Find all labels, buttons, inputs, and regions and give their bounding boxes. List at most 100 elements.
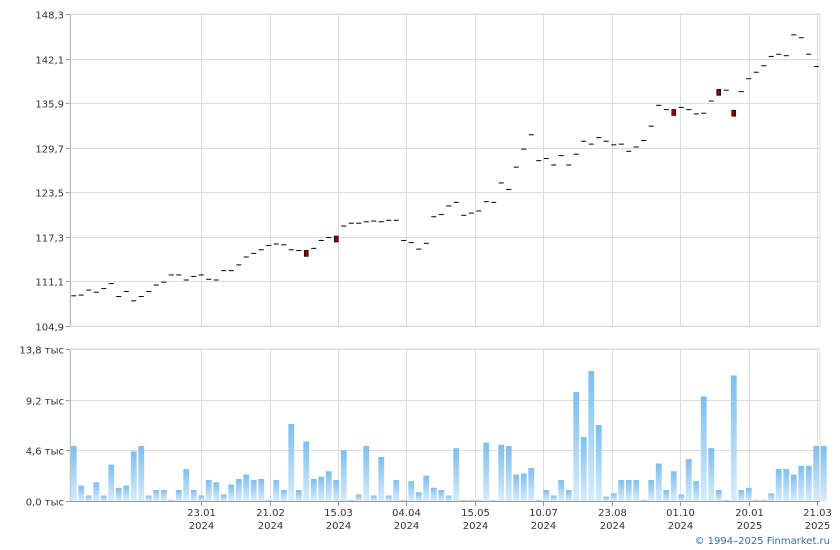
price-candle-highlight xyxy=(731,109,737,117)
volume-bar xyxy=(640,499,647,501)
x-tick-year: 2024 xyxy=(531,521,556,532)
volume-bar xyxy=(355,494,362,501)
volume-bar xyxy=(685,459,692,501)
copyright-text[interactable]: © 1994–2025 Finmarket.ru xyxy=(694,536,830,547)
volume-bar xyxy=(333,480,340,501)
x-tick-label: 04.04 xyxy=(392,508,421,519)
volume-bar xyxy=(678,494,685,501)
volume-bar xyxy=(790,474,797,501)
x-tick-year: 2024 xyxy=(463,521,488,532)
volume-bar xyxy=(820,445,827,501)
volume-bar xyxy=(693,481,700,501)
volume-bar xyxy=(798,465,805,501)
volume-bar xyxy=(100,495,107,501)
volume-bar xyxy=(543,489,550,501)
volume-bar xyxy=(325,471,332,501)
x-tick-year: 2024 xyxy=(258,521,283,532)
volume-bar xyxy=(115,487,122,501)
price-ytick-label: 129,7 xyxy=(35,145,64,156)
volume-bar xyxy=(423,475,430,501)
volume-bar xyxy=(190,489,197,501)
volume-bar xyxy=(655,463,662,501)
volume-bar xyxy=(513,474,520,501)
volume-bar xyxy=(288,423,295,501)
volume-bar xyxy=(85,495,92,501)
x-tick-year: 2024 xyxy=(394,521,419,532)
volume-bar xyxy=(123,485,130,501)
volume-bar xyxy=(310,478,317,501)
x-tick-label: 15.05 xyxy=(461,508,490,519)
volume-bar xyxy=(340,450,347,501)
volume-ytick-label: 9,2 тыс xyxy=(26,397,64,408)
volume-bar xyxy=(460,499,467,501)
volume-bar xyxy=(580,437,587,501)
price-ytick-label: 148,3 xyxy=(35,11,64,22)
volume-bar xyxy=(250,480,257,501)
volume-bar xyxy=(633,480,640,501)
volume-bar xyxy=(408,481,415,501)
volume-bar xyxy=(625,480,632,501)
volume-bar xyxy=(618,480,625,501)
volume-bar xyxy=(550,495,557,501)
price-ytick-label: 142,1 xyxy=(35,56,64,67)
volume-bar xyxy=(228,484,235,501)
volume-bar xyxy=(558,480,565,501)
volume-bar xyxy=(363,445,370,501)
volume-bar xyxy=(535,499,542,501)
volume-bar xyxy=(258,478,265,501)
volume-bar xyxy=(430,487,437,501)
x-tick-label: 21.03 xyxy=(803,508,832,519)
volume-ytick-label: 13,8 тыс xyxy=(19,346,64,357)
volume-bar xyxy=(805,465,812,501)
volume-bar xyxy=(528,467,535,501)
price-ytick-label: 117,3 xyxy=(35,234,64,245)
volume-bar xyxy=(175,489,182,501)
price-ytick-label: 123,5 xyxy=(35,189,64,200)
price-candle-highlight xyxy=(671,109,677,116)
price-candle-highlight xyxy=(333,235,339,243)
x-tick-year: 2025 xyxy=(805,521,830,532)
volume-bar xyxy=(730,375,737,501)
volume-bar xyxy=(708,448,715,501)
volume-bar xyxy=(265,499,272,501)
x-tick-year: 2024 xyxy=(600,521,625,532)
volume-bar xyxy=(213,482,220,501)
volume-bar xyxy=(505,445,512,501)
volume-bar xyxy=(198,495,205,501)
price-ytick-label: 104,9 xyxy=(35,323,64,334)
volume-bar xyxy=(280,489,287,501)
volume-bar xyxy=(295,489,302,501)
volume-bar xyxy=(648,480,655,501)
volume-bar xyxy=(385,495,392,501)
volume-bar xyxy=(235,478,242,501)
x-tick-label: 23.01 xyxy=(187,508,216,519)
x-tick-year: 2024 xyxy=(189,521,214,532)
volume-bar xyxy=(490,499,497,501)
volume-bar xyxy=(145,495,152,501)
volume-bar xyxy=(468,499,475,501)
price-plot-frame xyxy=(69,13,821,327)
volume-bar xyxy=(483,442,490,501)
volume-bar xyxy=(663,489,670,501)
volume-bar xyxy=(378,456,385,501)
x-tick-label: 23.08 xyxy=(598,508,627,519)
volume-bar xyxy=(400,499,407,501)
volume-bar xyxy=(723,499,730,501)
price-candle-highlight xyxy=(716,89,722,96)
volume-bar xyxy=(70,445,77,501)
volume-bar xyxy=(393,480,400,501)
volume-bar xyxy=(138,445,145,501)
volume-bar xyxy=(220,494,227,501)
volume-bar xyxy=(753,499,760,501)
x-tick-label: 15.03 xyxy=(324,508,353,519)
volume-bar xyxy=(775,469,782,501)
volume-bar xyxy=(595,425,602,501)
volume-bar xyxy=(813,445,820,501)
x-tick-label: 10.07 xyxy=(529,508,558,519)
price-candle-highlight xyxy=(303,250,309,257)
volume-ytick-label: 4,6 тыс xyxy=(26,447,64,458)
volume-bar xyxy=(738,489,745,501)
volume-bar xyxy=(160,489,167,501)
volume-bar xyxy=(573,391,580,501)
